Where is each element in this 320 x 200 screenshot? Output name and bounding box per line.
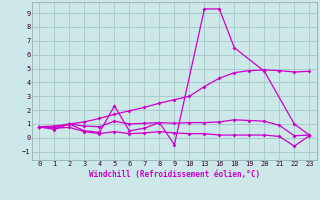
X-axis label: Windchill (Refroidissement éolien,°C): Windchill (Refroidissement éolien,°C): [89, 170, 260, 179]
